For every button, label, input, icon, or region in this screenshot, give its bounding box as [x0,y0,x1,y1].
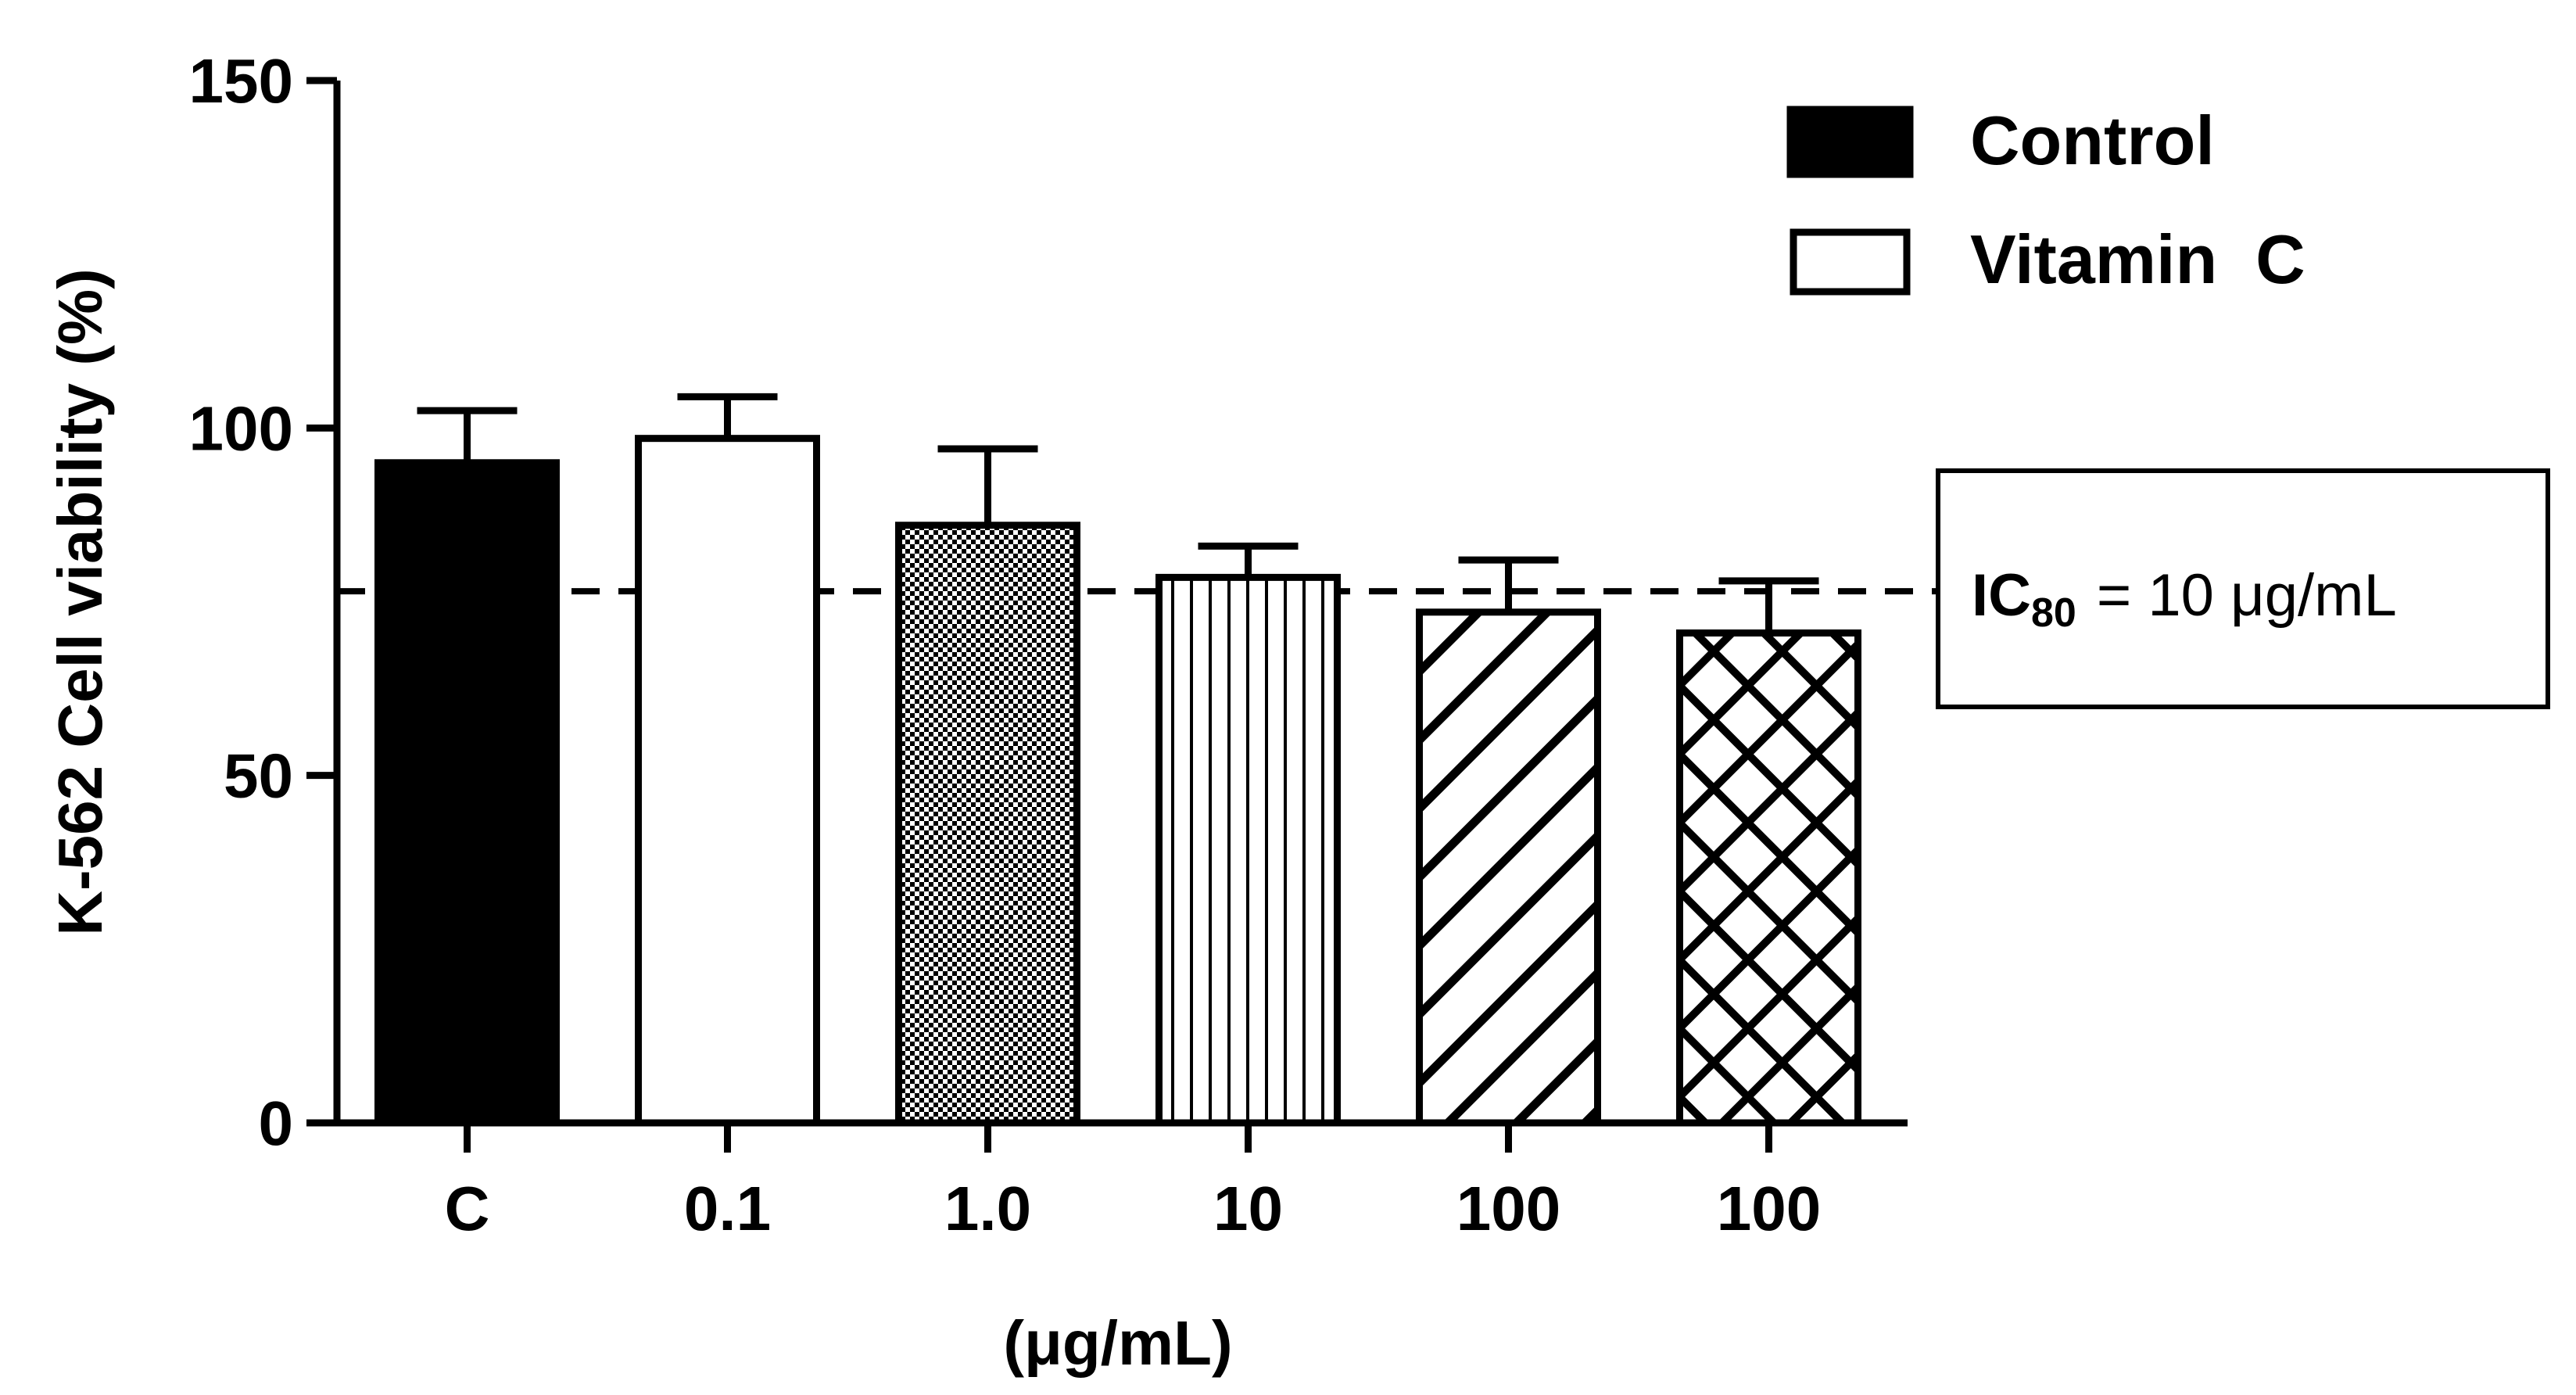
y-axis-ticks: 0 50 100 150 [189,46,337,1158]
y-axis-title: K-562 Cell viability (%) [45,268,115,936]
x-tick-label: 0.1 [684,1174,771,1243]
annotation-text: IC80 = 10 μg/mL [1972,562,2397,636]
x-tick-label: 100 [1717,1174,1821,1243]
bar [1676,629,1861,1127]
annotation-suffix: = 10 μg/mL [2097,562,2397,629]
annotation-box [1936,468,2550,709]
x-axis-ticks: C 0.1 1.0 10 100 100 [445,1123,1821,1243]
x-tick-label: 10 [1213,1174,1283,1243]
y-tick-label: 100 [189,393,293,463]
ic80-annotation: IC80 = 10 μg/mL [1936,468,2550,709]
bar [1416,608,1601,1127]
bar [635,435,820,1127]
annotation-prefix: IC [1972,562,2031,629]
x-axis-title: (μg/mL) [1003,1308,1232,1378]
x-tick-label: C [445,1174,490,1243]
legend-swatch-control [1786,106,1914,178]
y-tick-label: 50 [224,741,293,811]
y-tick-label: 0 [259,1088,294,1158]
x-tick-label: 1.0 [944,1174,1031,1243]
legend-label-vitamin-c: Vitamin C [1970,221,2306,298]
bar [374,459,560,1127]
legend-swatch-vitamin-c [1790,228,1911,296]
annotation-subscript: 80 [2031,590,2076,636]
legend-label-control: Control [1970,102,2215,179]
legend: Control Vitamin C [1786,102,2306,298]
x-tick-label: 100 [1456,1174,1560,1243]
bars [374,393,1861,1127]
bar [1155,573,1341,1127]
bar [895,522,1080,1127]
y-tick-label: 150 [189,46,293,116]
